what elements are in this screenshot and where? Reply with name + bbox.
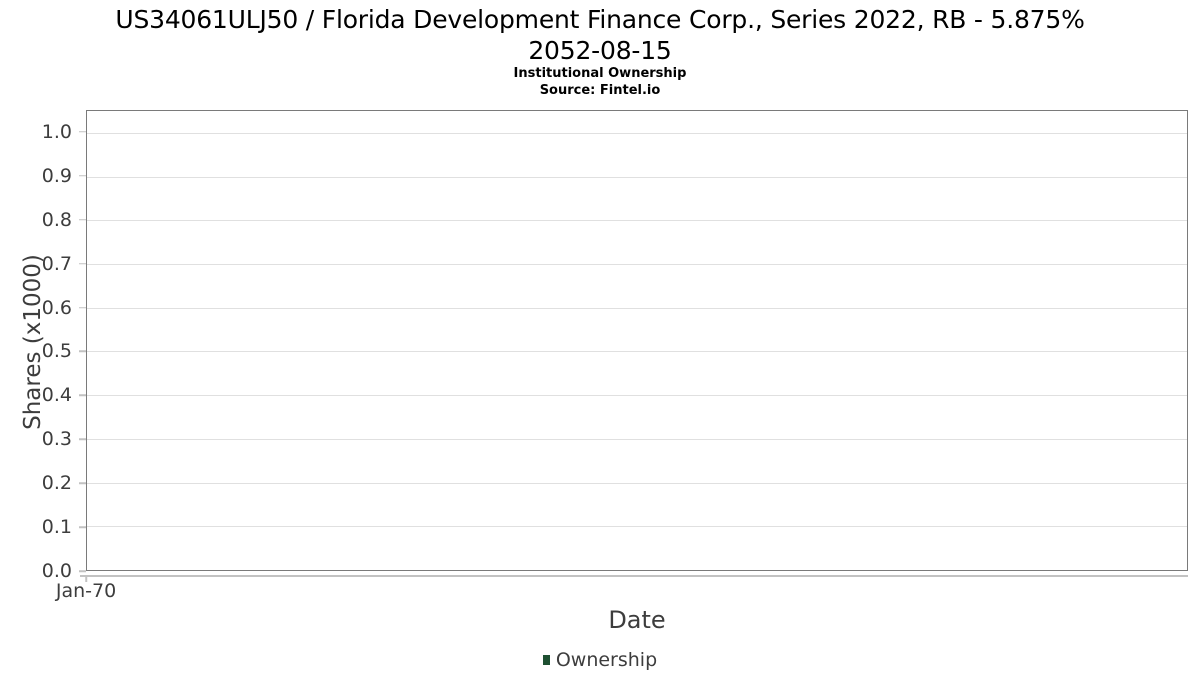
chart-title-line1: US34061ULJ50 / Florida Development Finan… <box>115 5 1085 34</box>
y-axis-tick-label: 0.7 <box>41 252 72 275</box>
y-axis-tick-marks <box>79 110 86 572</box>
chart-source-credit: Source: Fintel.io <box>539 83 661 98</box>
gridline <box>87 176 1187 178</box>
x-axis-tick-marks <box>85 575 1188 583</box>
y-axis-tick-mark <box>79 350 86 353</box>
x-axis-title: Date <box>608 606 666 634</box>
gridline <box>87 263 1187 265</box>
y-axis-tick-mark <box>79 394 86 397</box>
y-axis-tick-label: 0.9 <box>41 164 72 187</box>
y-axis-tick-mark <box>79 306 86 309</box>
y-axis-tick-mark <box>79 262 86 265</box>
gridline <box>87 438 1187 440</box>
y-axis-tick-label: 0.1 <box>41 516 72 539</box>
gridline <box>87 482 1187 484</box>
y-axis-tick-label: 0.8 <box>41 208 72 231</box>
y-axis-tick-label: 0.3 <box>41 428 72 451</box>
y-axis-tick-label: 0.4 <box>41 384 72 407</box>
y-axis-tick-mark <box>79 219 86 221</box>
y-axis-tick-label: 0.2 <box>41 472 72 495</box>
y-axis-tick-label: 0.5 <box>41 340 72 363</box>
y-axis-tick-mark <box>79 438 86 441</box>
y-axis-tick-mark <box>79 482 86 484</box>
legend-marker-icon <box>542 655 550 665</box>
page-title: US34061ULJ50 / Florida Development Finan… <box>0 4 1200 66</box>
y-axis-tick-mark <box>79 526 86 528</box>
legend: Ownership <box>0 648 1200 672</box>
y-axis-tick-mark <box>79 131 86 133</box>
y-axis-tick-mark <box>79 570 86 572</box>
y-axis-tick-label: 0.6 <box>41 296 72 319</box>
gridline <box>87 307 1187 309</box>
x-axis-tick-label: Jan-70 <box>55 580 117 602</box>
y-axis-tick-labels: 0.0 0.1 0.2 0.3 0.4 0.5 0.6 0.7 0.8 0.9 1.0 <box>0 110 76 582</box>
x-axis-tick-mark <box>85 575 87 582</box>
chart-title-line2: 2052-08-15 <box>528 36 672 65</box>
y-axis-tick-mark <box>79 175 86 177</box>
gridline <box>87 132 1187 134</box>
x-axis-line <box>80 575 1188 577</box>
y-axis-tick-label: 1.0 <box>41 120 72 143</box>
gridline <box>87 395 1187 397</box>
plot-area <box>86 110 1188 571</box>
gridline <box>87 220 1187 222</box>
gridline <box>87 351 1187 353</box>
gridline <box>87 526 1187 528</box>
chart-subtitle: Institutional Ownership <box>513 66 687 81</box>
y-axis-tick-label: 0.0 <box>41 560 72 582</box>
legend-label: Ownership <box>555 649 658 671</box>
legend-item-ownership[interactable]: Ownership <box>542 649 658 671</box>
x-axis-tick-labels: Jan-70 <box>56 580 1188 604</box>
